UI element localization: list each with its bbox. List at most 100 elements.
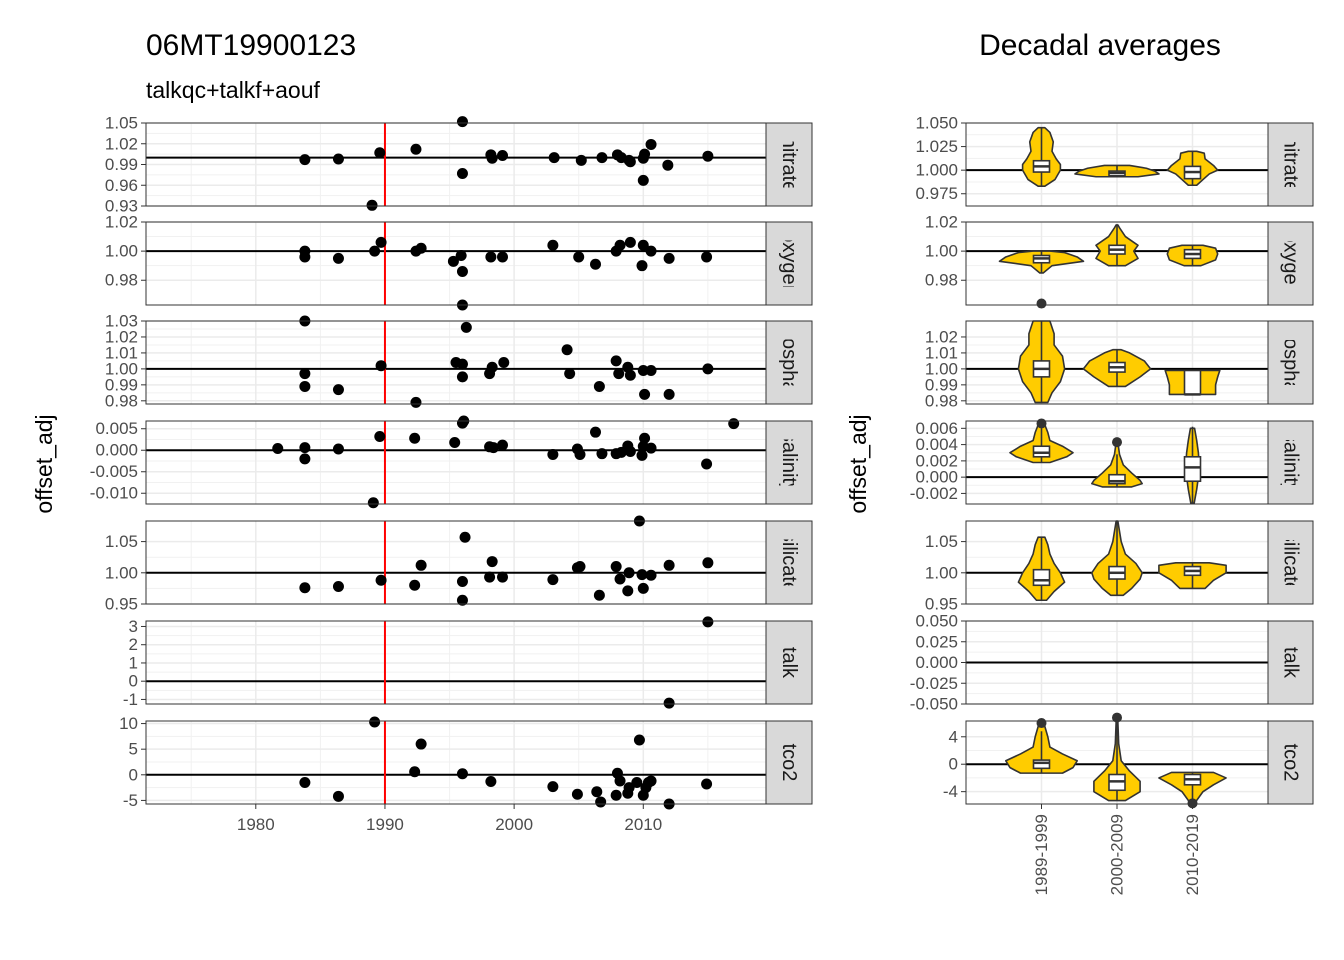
facet-strip-r-phosphate [1267,320,1314,405]
point-salinity [449,437,461,449]
point-silicate [486,556,498,568]
point-salinity [367,497,379,509]
facet-strip-l-phosphate [765,320,813,405]
point-phosphate [498,357,510,368]
facet-strip-label-r-phosphate: phosphate [1280,316,1302,409]
point-nitrate [366,199,378,211]
y-tick-label-nitrate: 1.000 [915,161,958,180]
y-tick-label-phosphate: 1.00 [925,359,958,378]
y-tick-label-oxygen: 0.98 [105,271,138,290]
point-oxygen [497,251,508,263]
y-tick-label-phosphate: 1.00 [105,359,138,378]
facet-strip-label-r-nitrate: nitrate [1280,137,1302,193]
point-salinity [574,449,586,461]
point-phosphate [610,355,622,367]
point-salinity [409,432,421,444]
scatter-panel-tco2: -5 0 5 10 tco2 [119,714,813,810]
facet-strip-l-salinity [765,420,813,505]
point-silicate [593,589,605,601]
point-tco2 [595,796,607,808]
point-phosphate [486,361,498,373]
point-salinity [636,449,648,461]
y-tick-label-phosphate: 1.02 [925,327,958,346]
point-silicate [456,594,468,606]
y-tick-label-phosphate: 1.02 [105,327,138,346]
point-phosphate [564,368,576,380]
y-tick-label-salinity: 0.006 [915,419,958,438]
y-tick-label-talk: 0 [129,672,138,691]
point-silicate [663,559,675,571]
point-tco2 [369,716,381,728]
point-tco2 [631,776,643,788]
y-tick-label-oxygen: 1.00 [925,242,958,261]
point-talk [663,697,675,709]
point-tco2 [645,775,657,787]
y-tick-label-tco2: 5 [129,740,138,759]
scatter-panel-salinity: -0.010 -0.005 0.000 0.005 salinity [90,415,813,509]
point-oxygen [614,239,626,251]
y-tick-label-tco2: 0 [129,765,138,784]
y-tick-label-talk: 2 [129,635,138,654]
y-tick-label-oxygen: 1.02 [925,213,958,232]
x-tick-label-decade: 2000-2009 [1108,814,1127,895]
point-oxygen [547,239,559,251]
box-phosphate [1183,369,1202,396]
facet-strip-label-l-phosphate: phosphate [778,316,800,409]
point-oxygen [375,236,387,248]
x-tick-label-decade: 1989-1999 [1032,814,1051,895]
point-phosphate [456,358,468,370]
point-silicate [409,579,421,591]
outlier-salinity [1036,418,1047,429]
y-tick-label-talk: -0.050 [910,695,958,714]
left-subtitle: talkqc+talkf+aouf [146,77,321,103]
point-phosphate [639,388,651,400]
point-nitrate [624,156,636,168]
outlier-tco2 [1187,798,1198,809]
y-tick-label-salinity: 0.000 [95,441,138,460]
point-nitrate [299,154,311,166]
point-tco2 [415,738,427,750]
point-phosphate [332,384,344,396]
y-tick-label-silicate: 1.05 [925,532,958,551]
point-nitrate [637,174,649,186]
point-salinity [374,430,386,442]
panel-bg-tco2 [146,721,766,804]
facet-strip-l-silicate [765,520,813,605]
point-tco2 [623,782,635,794]
point-tco2 [409,766,421,778]
point-salinity [701,458,713,470]
point-oxygen [663,252,675,264]
point-tco2 [571,788,583,800]
violin-panel-tco2: -4 0 4 tco2 [943,712,1314,809]
scatter-panel-nitrate: 0.93 0.96 0.99 1.021.05 nitrate [105,114,813,216]
point-oxygen [485,251,497,263]
facet-strip-r-talk [1267,620,1314,705]
box-tco2 [1032,759,1051,770]
y-tick-label-salinity: -0.005 [90,462,138,481]
point-tco2 [614,775,626,787]
point-tco2 [456,768,468,780]
x-tick-label: 2010 [624,815,662,834]
outlier-tco2 [1036,718,1047,729]
facet-strip-label-l-tco2: tco2 [778,744,800,782]
panel-bg-silicate [146,521,766,604]
panel-bg-salinity [146,421,766,504]
point-oxygen [369,245,381,257]
y-tick-label-silicate: 1.05 [105,532,138,551]
facet-strip-r-nitrate [1267,122,1314,207]
point-tco2 [591,786,603,798]
scatter-panel-phosphate: 0.980.991.001.011.021.03 phosphate [105,312,813,410]
right-title: Decadal averages [979,29,1221,62]
y-tick-label-oxygen: 0.98 [925,271,958,290]
facet-strip-label-l-silicate: silicate [778,532,800,593]
point-phosphate [702,363,714,375]
point-tco2 [332,790,344,802]
point-silicate [459,531,471,543]
y-tick-label-nitrate: 0.975 [915,184,958,203]
point-silicate [637,582,649,594]
y-tick-label-phosphate: 1.03 [105,312,138,331]
facet-strip-l-talk [765,620,813,705]
point-oxygen [415,242,427,254]
